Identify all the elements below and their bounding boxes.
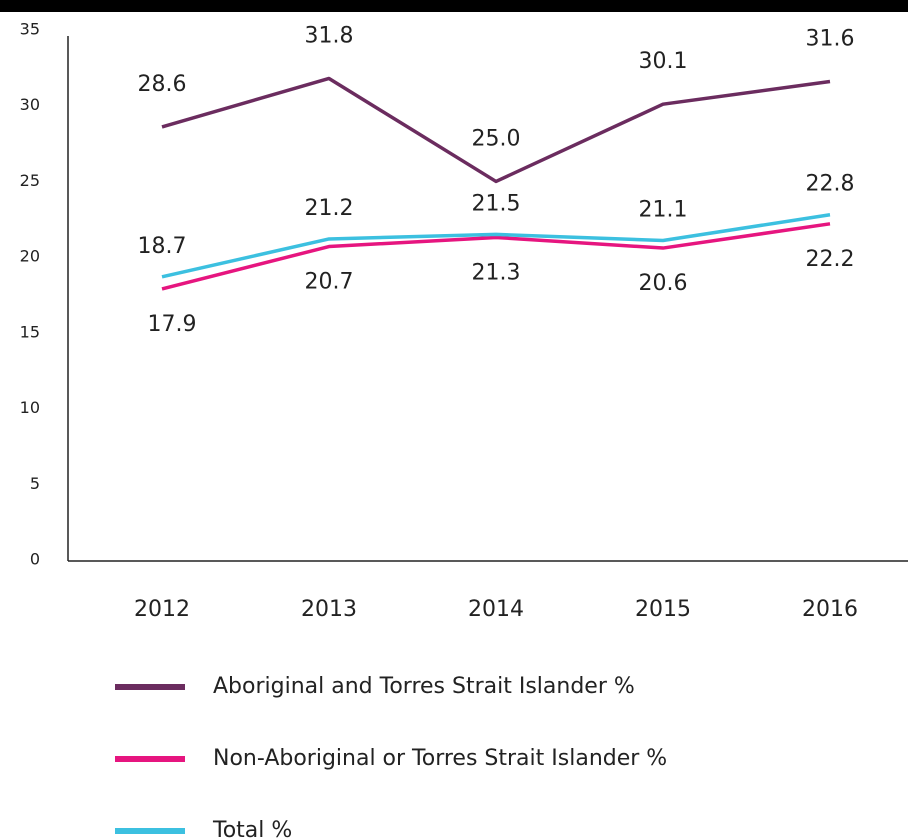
y-tick-label: 35 <box>20 20 40 39</box>
x-tick-label: 2012 <box>134 597 190 622</box>
header-bar <box>0 0 908 12</box>
x-tick-label: 2016 <box>802 597 858 622</box>
data-label: 31.6 <box>806 26 855 51</box>
line-series <box>161 76 831 184</box>
y-tick-label: 10 <box>20 398 40 417</box>
data-label: 21.1 <box>639 197 688 222</box>
data-label: 21.2 <box>305 196 354 221</box>
y-tick-label: 5 <box>30 474 40 493</box>
data-label: 30.1 <box>639 49 688 74</box>
data-label: 20.7 <box>305 270 354 295</box>
data-label: 17.9 <box>148 312 197 337</box>
y-tick-label: 20 <box>20 247 40 266</box>
line-series <box>161 213 831 279</box>
y-tick-label: 25 <box>20 171 40 190</box>
data-label: 25.0 <box>472 126 521 151</box>
legend-label: Total % <box>212 818 292 840</box>
y-tick-label: 30 <box>20 95 40 114</box>
data-label: 28.6 <box>138 72 187 97</box>
legend-label: Non-Aboriginal or Torres Strait Islander… <box>213 746 667 771</box>
x-tick-label: 2015 <box>635 597 691 622</box>
data-label: 21.3 <box>472 260 521 285</box>
data-label: 22.8 <box>806 172 855 197</box>
data-label: 21.5 <box>472 191 521 216</box>
x-tick-label: 2013 <box>301 597 357 622</box>
y-tick-label: 0 <box>30 550 40 569</box>
legend-label: Aboriginal and Torres Strait Islander % <box>213 674 635 699</box>
data-label: 31.8 <box>305 23 354 48</box>
data-label: 18.7 <box>138 234 187 259</box>
x-tick-label: 2014 <box>468 597 524 622</box>
line-series <box>161 222 831 291</box>
y-tick-label: 15 <box>20 322 40 341</box>
data-label: 20.6 <box>639 271 688 296</box>
data-label: 22.2 <box>806 247 855 272</box>
